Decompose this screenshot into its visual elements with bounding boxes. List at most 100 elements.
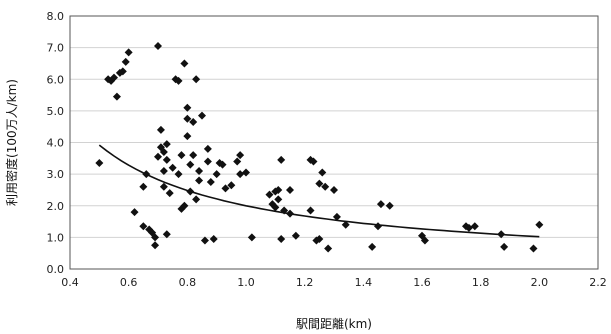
data-point [265,190,274,199]
data-point [277,234,286,243]
data-point [206,178,215,187]
data-point [221,184,230,193]
data-point [315,179,324,188]
data-point [497,230,506,239]
data-point [274,185,283,194]
data-point [195,166,204,175]
data-point [374,222,382,231]
data-point [236,170,245,179]
data-point [286,209,294,218]
data-point [420,236,429,245]
data-point [151,233,160,242]
data-point [183,114,192,123]
data-point [124,48,133,57]
data-point [192,195,201,204]
y-axis-ticks: 0.0 1.0 2.0 3.0 4.0 5.0 6.0 7.0 8.0 [47,10,65,276]
data-point [159,147,168,156]
data-point [192,75,201,84]
data-point [186,160,195,169]
y-tick-label: 0.0 [47,263,65,276]
data-point [529,244,538,253]
trend-line [98,144,540,238]
data-point [242,168,250,177]
data-point [159,182,168,191]
data-point [274,195,283,204]
x-tick-label: 0.6 [120,276,138,289]
data-point [277,155,286,164]
data-point [227,181,236,190]
data-point [110,73,118,82]
data-point [330,185,338,194]
data-point [118,67,127,76]
data-point [139,182,148,191]
y-tick-label: 8.0 [47,10,65,23]
data-point [130,208,139,217]
data-point [162,140,171,149]
data-point [180,59,189,68]
data-point [183,132,192,141]
data-point [142,170,151,179]
data-point [324,244,333,253]
x-tick-label: 1.2 [296,276,314,289]
data-point [180,201,189,210]
data-point [341,220,350,229]
data-point [121,57,130,66]
y-tick-label: 6.0 [47,73,65,86]
data-point [177,151,186,160]
data-point [156,125,165,134]
gridlines [70,15,598,238]
data-point [376,200,385,209]
data-point [168,163,177,172]
data-point [535,220,544,229]
data-point [151,241,160,250]
data-point [183,103,192,112]
data-point [198,111,206,120]
data-point [233,157,242,166]
plot-area-frame [69,15,599,270]
x-axis-ticks: 0.4 0.6 0.8 1.0 1.2 1.4 1.6 1.8 2.0 2.2 [61,276,607,289]
data-point [212,170,221,179]
data-point [315,234,324,243]
data-point [203,144,212,153]
data-point [203,157,212,166]
data-point [306,206,315,215]
data-point [174,76,183,85]
data-point [200,236,209,245]
y-tick-label: 7.0 [47,42,65,55]
data-point [165,189,174,198]
data-point [332,212,341,221]
data-point [218,160,227,169]
data-point [154,152,162,161]
data-point [470,222,479,231]
y-tick-label: 5.0 [47,105,65,118]
x-tick-label: 0.8 [179,276,197,289]
data-point [464,223,473,232]
data-point [162,230,171,239]
data-point [271,203,280,212]
data-point [154,42,162,51]
data-point [186,187,195,196]
x-tick-label: 2.2 [589,276,607,289]
x-axis-label: 駅間距離(km) [296,317,372,331]
data-point [139,222,148,231]
x-tick-label: 0.4 [61,276,79,289]
data-point [162,155,171,164]
y-tick-label: 4.0 [47,137,65,150]
x-tick-label: 1.8 [472,276,490,289]
data-point [247,233,256,242]
data-point [318,168,327,177]
data-point [174,170,183,179]
data-point [95,159,104,168]
y-tick-label: 1.0 [47,231,65,244]
data-point [195,176,204,185]
data-point [321,182,330,191]
y-tick-label: 2.0 [47,200,65,213]
x-tick-label: 1.4 [355,276,373,289]
x-tick-label: 1.0 [237,276,255,289]
x-tick-label: 1.6 [413,276,431,289]
data-point [112,92,121,101]
data-points [95,42,544,253]
data-point [291,231,300,240]
data-point [236,151,245,160]
